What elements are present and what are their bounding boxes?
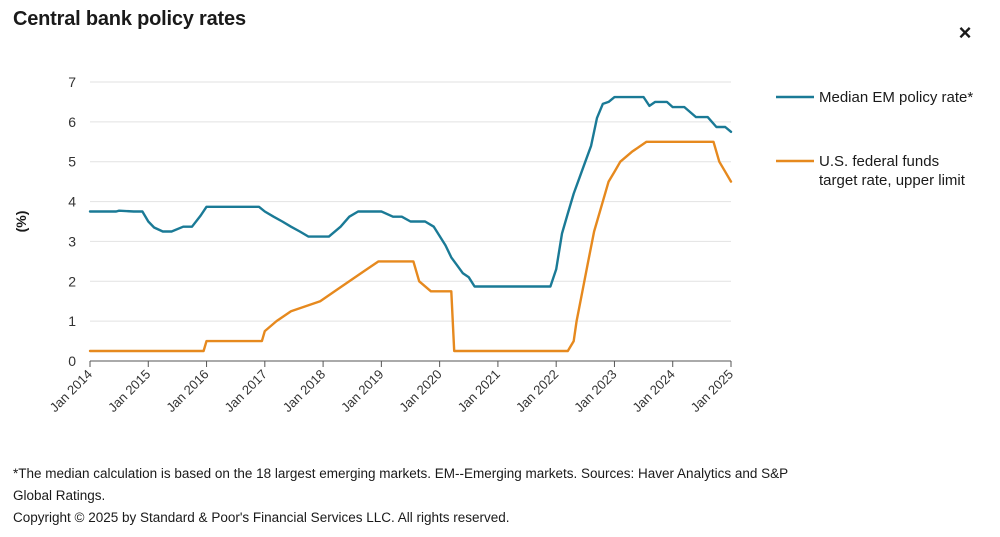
y-tick-label: 3 — [68, 233, 76, 249]
y-tick-label: 7 — [68, 74, 76, 90]
footnote-note: *The median calculation is based on the … — [13, 466, 788, 503]
y-axis-label: (%) — [13, 211, 29, 233]
x-tick-label: Jan 2020 — [396, 367, 444, 415]
series-lines — [88, 95, 733, 353]
x-tick-label: Jan 2021 — [455, 367, 503, 415]
x-tick-label: Jan 2014 — [47, 367, 95, 415]
footnote-copyright: Copyright © 2025 by Standard & Poor's Fi… — [13, 510, 510, 525]
x-tick-label: Jan 2018 — [280, 367, 328, 415]
close-icon[interactable]: × — [958, 20, 972, 45]
series-line-us-fed-funds — [88, 140, 733, 353]
y-tick-label: 2 — [68, 273, 76, 289]
x-tick-label: Jan 2022 — [513, 367, 561, 415]
y-tick-label: 6 — [68, 114, 76, 130]
x-tick-label: Jan 2015 — [105, 367, 153, 415]
legend-label: Median EM policy rate* — [819, 89, 973, 106]
y-tick-label: 5 — [68, 154, 76, 170]
legend-label: U.S. federal funds — [819, 153, 939, 170]
page-title: Central bank policy rates — [13, 8, 246, 30]
y-tick-label: 0 — [68, 353, 76, 369]
x-tick-label: Jan 2016 — [163, 367, 211, 415]
series-line-em-policy-rate — [88, 95, 733, 288]
x-tick-label: Jan 2025 — [688, 367, 736, 415]
x-tick-label: Jan 2017 — [222, 367, 270, 415]
x-tick-label: Jan 2023 — [571, 367, 619, 415]
y-tick-label: 4 — [68, 194, 76, 210]
x-tick-label: Jan 2019 — [338, 367, 386, 415]
gridlines — [90, 81, 731, 322]
legend: Median EM policy rate* U.S. federal funds… — [776, 89, 973, 189]
footnote-block: *The median calculation is based on the … — [13, 463, 813, 529]
y-tick-label: 1 — [68, 313, 76, 329]
x-tick-label: Jan 2024 — [629, 367, 677, 415]
legend-label: target rate, upper limit — [819, 172, 966, 189]
